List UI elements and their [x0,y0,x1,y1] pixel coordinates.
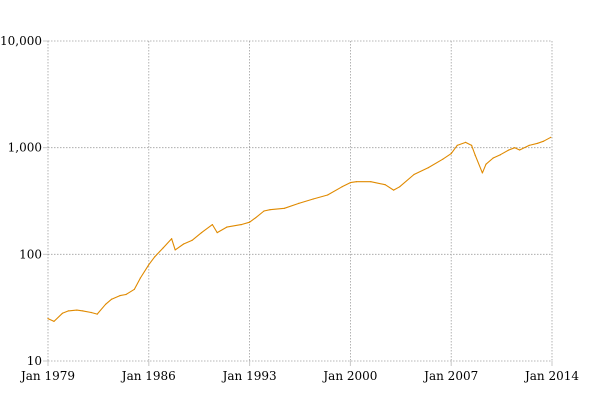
data-point [456,144,458,146]
data-point [442,158,444,160]
data-point [427,167,429,169]
data-point [90,311,92,314]
x-tick-label: Jan 1993 [221,369,277,383]
data-point [162,247,164,249]
tick-layer: 10 100 1,000 10,000 Jan 1979 Jan 1986 Jan 1993… [0,34,579,383]
data-point [550,136,552,138]
data-point [133,288,135,290]
data-point [125,293,127,296]
data-point [471,144,473,146]
data-point [174,249,176,251]
data-point [393,189,395,191]
data-point [355,181,357,183]
y-tick-label: 10 [27,354,42,368]
data-point [171,238,173,240]
data-point [485,163,487,165]
data-point [53,320,55,322]
data-point [191,239,193,241]
data-point [474,154,476,156]
data-point [211,224,213,226]
data-point [481,172,483,174]
y-tick-label: 10,000 [0,34,42,48]
x-tick-label: Jan 2000 [321,369,377,383]
data-point [263,210,265,212]
data-point [226,226,228,228]
x-tick-label: Jan 1986 [120,369,176,383]
y-tick-label: 100 [19,247,42,261]
data-point [201,232,203,234]
data-point [139,277,141,279]
data-point [240,224,242,226]
data-point [370,181,372,183]
data-point [492,157,494,159]
data-point [543,140,545,142]
data-point [105,303,107,305]
data-point [249,221,251,223]
data-point [341,186,343,188]
data-point [148,264,150,266]
data-point [47,318,49,320]
data-point [508,149,510,151]
data-point [312,198,314,200]
data-point [61,312,64,314]
data-point [399,186,401,188]
data-point [67,310,69,312]
data-point [465,141,467,143]
data-point [499,154,501,156]
data-point [283,207,285,209]
data-point [450,153,452,155]
x-tick-label: Jan 1979 [19,369,75,383]
data-point [298,202,300,204]
data-point [183,243,185,245]
data-point [255,217,257,219]
data-point [514,147,516,149]
data-point [327,194,329,196]
data-point [537,142,539,144]
data-point [349,182,351,184]
data-point [528,144,530,146]
data-point [111,298,113,300]
data-point [82,310,84,312]
data-point [76,309,78,311]
series-layer [47,136,552,322]
data-point [119,295,121,297]
data-point [96,313,98,315]
series-line [47,136,552,322]
data-point [269,209,271,211]
x-tick-label: Jan 2007 [422,369,478,383]
data-point [216,232,218,234]
grid-layer [43,40,553,366]
data-point [519,149,521,151]
y-tick-label: 1,000 [8,141,42,155]
x-tick-label: Jan 2014 [523,369,579,383]
data-point [413,173,415,176]
data-point [154,256,156,258]
data-point [384,184,386,186]
